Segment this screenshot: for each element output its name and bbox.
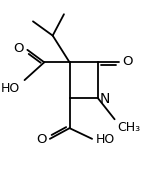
Text: N: N <box>99 92 110 106</box>
Text: CH₃: CH₃ <box>117 121 141 134</box>
Text: HO: HO <box>1 82 20 95</box>
Text: HO: HO <box>96 133 115 146</box>
Text: O: O <box>13 42 24 56</box>
Text: O: O <box>122 55 133 68</box>
Text: O: O <box>36 133 46 146</box>
